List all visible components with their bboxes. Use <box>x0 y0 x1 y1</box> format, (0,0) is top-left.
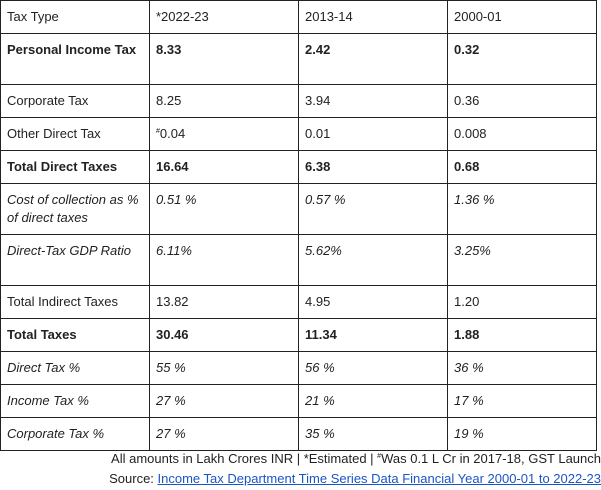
footnote-mark: # <box>377 453 382 460</box>
row-value-2013-14: 11.34 <box>298 318 448 352</box>
row-value-2022-23: 27 % <box>149 384 299 418</box>
row-value-2000-01: 1.88 <box>447 318 597 352</box>
table-row-total-taxes: Total Taxes 30.46 11.34 1.88 <box>0 318 597 352</box>
row-value-2013-14: 3.94 <box>298 84 448 118</box>
source-line: Source: Income Tax Department Time Serie… <box>0 469 601 489</box>
row-value-2022-23: 6.11% <box>149 234 299 286</box>
table-row-corporate-tax: Corporate Tax 8.25 3.94 0.36 <box>0 84 597 118</box>
row-value-2022-23: 8.25 <box>149 84 299 118</box>
row-value-2000-01: 36 % <box>447 351 597 385</box>
row-value-2022-23: 30.46 <box>149 318 299 352</box>
row-value-2022-23: 16.64 <box>149 150 299 184</box>
footnote-suffix: Was 0.1 L Cr in 2017-18, GST Launch <box>381 451 601 466</box>
table-row-personal-income-tax: Personal Income Tax 8.33 2.42 0.32 <box>0 33 597 85</box>
row-label: Corporate Tax % <box>0 417 150 451</box>
header-cell-2022-23: *2022-23 <box>149 0 299 34</box>
row-value-2013-14: 2.42 <box>298 33 448 85</box>
row-label: Income Tax % <box>0 384 150 418</box>
row-label: Personal Income Tax <box>0 33 150 85</box>
row-value-2000-01: 3.25% <box>447 234 597 286</box>
row-value-2022-23: 0.51 % <box>149 183 299 235</box>
table-notes: All amounts in Lakh Crores INR | *Estima… <box>0 449 601 489</box>
table-row-other-direct-tax: Other Direct Tax #0.04 0.01 0.008 <box>0 117 597 151</box>
row-value-2013-14: 0.01 <box>298 117 448 151</box>
row-value-2013-14: 35 % <box>298 417 448 451</box>
header-cell-2013-14: 2013-14 <box>298 0 448 34</box>
row-value-2022-23: 8.33 <box>149 33 299 85</box>
table-row-cost-of-collection: Cost of collection as % of direct taxes … <box>0 183 597 235</box>
table-row-income-tax-percent: Income Tax % 27 % 21 % 17 % <box>0 384 597 418</box>
row-label: Total Taxes <box>0 318 150 352</box>
row-label: Corporate Tax <box>0 84 150 118</box>
row-label: Direct Tax % <box>0 351 150 385</box>
row-value-2000-01: 0.68 <box>447 150 597 184</box>
row-label: Other Direct Tax <box>0 117 150 151</box>
row-label: Total Indirect Taxes <box>0 285 150 319</box>
row-value-2000-01: 0.008 <box>447 117 597 151</box>
row-value-text: 0.04 <box>159 126 186 141</box>
row-value-2013-14: 0.57 % <box>298 183 448 235</box>
row-value-2022-23: 27 % <box>149 417 299 451</box>
table-header-row: Tax Type *2022-23 2013-14 2000-01 <box>0 0 597 34</box>
table-row-direct-tax-gdp-ratio: Direct-Tax GDP Ratio 6.11% 5.62% 3.25% <box>0 234 597 286</box>
table-row-total-direct-taxes: Total Direct Taxes 16.64 6.38 0.68 <box>0 150 597 184</box>
row-value-2013-14: 5.62% <box>298 234 448 286</box>
footnote-prefix: All amounts in Lakh Crores INR | *Estima… <box>111 451 378 466</box>
header-cell-tax-type: Tax Type <box>0 0 150 34</box>
table-row-direct-tax-percent: Direct Tax % 55 % 56 % 36 % <box>0 351 597 385</box>
row-value-2000-01: 1.36 % <box>447 183 597 235</box>
row-label: Cost of collection as % of direct taxes <box>0 183 150 235</box>
row-value-2000-01: 19 % <box>447 417 597 451</box>
row-value-2000-01: 1.20 <box>447 285 597 319</box>
row-value-2000-01: 0.32 <box>447 33 597 85</box>
row-value-2022-23: 13.82 <box>149 285 299 319</box>
row-value-2013-14: 21 % <box>298 384 448 418</box>
table-row-total-indirect-taxes: Total Indirect Taxes 13.82 4.95 1.20 <box>0 285 597 319</box>
footnote-mark: # <box>156 128 160 135</box>
row-label: Total Direct Taxes <box>0 150 150 184</box>
row-value-2022-23: 55 % <box>149 351 299 385</box>
table-row-corporate-tax-percent: Corporate Tax % 27 % 35 % 19 % <box>0 417 597 451</box>
row-value-2000-01: 0.36 <box>447 84 597 118</box>
row-value-2013-14: 6.38 <box>298 150 448 184</box>
row-value-2000-01: 17 % <box>447 384 597 418</box>
row-value-2022-23: #0.04 <box>149 117 299 151</box>
footnote-line: All amounts in Lakh Crores INR | *Estima… <box>0 449 601 469</box>
source-label: Source: <box>109 471 158 486</box>
tax-collection-table: Tax Type *2022-23 2013-14 2000-01 Person… <box>0 0 597 451</box>
row-value-2013-14: 56 % <box>298 351 448 385</box>
row-label: Direct-Tax GDP Ratio <box>0 234 150 286</box>
row-value-2013-14: 4.95 <box>298 285 448 319</box>
header-cell-2000-01: 2000-01 <box>447 0 597 34</box>
source-link[interactable]: Income Tax Department Time Series Data F… <box>157 471 601 486</box>
